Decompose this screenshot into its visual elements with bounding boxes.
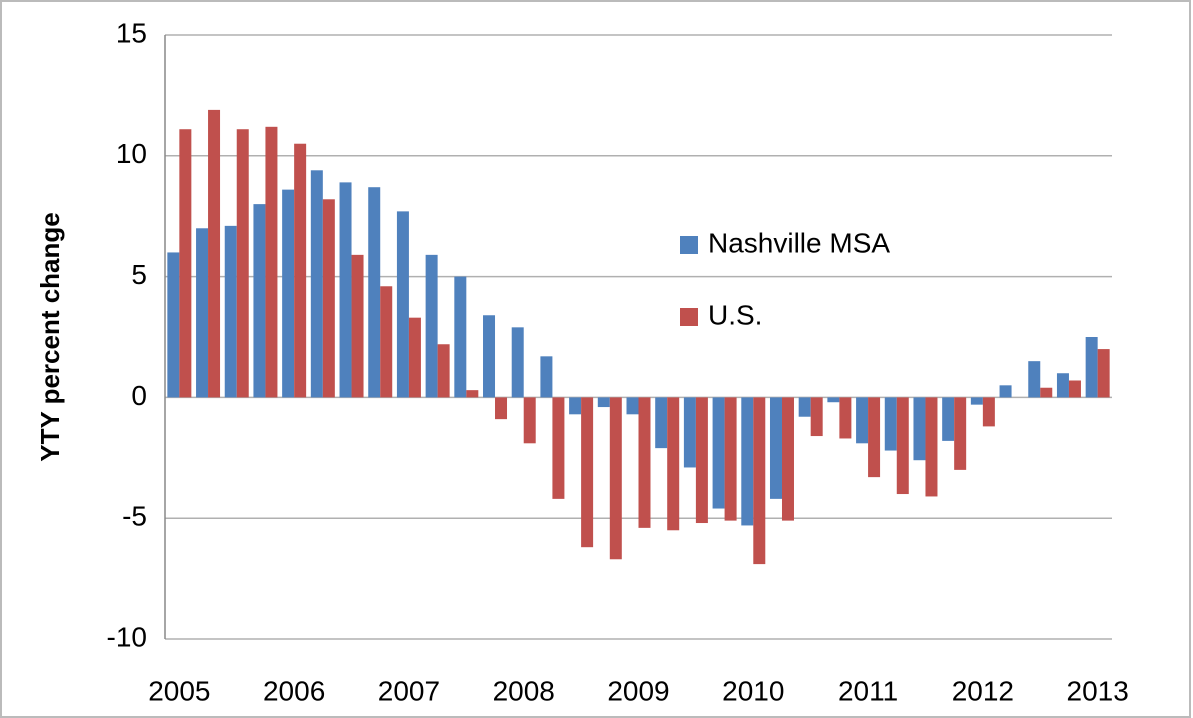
bar	[868, 397, 881, 478]
bar	[667, 397, 680, 531]
bar	[351, 254, 364, 398]
bar	[982, 397, 995, 427]
bar	[483, 315, 496, 398]
bar	[1085, 337, 1098, 398]
bar	[339, 182, 352, 398]
y-tick-label: -10	[107, 621, 147, 652]
bar	[769, 397, 782, 499]
bar	[1056, 373, 1069, 398]
bar	[810, 397, 823, 437]
bar	[781, 397, 794, 521]
bar	[569, 397, 582, 415]
bar	[896, 397, 909, 495]
x-tick-label: 2005	[148, 675, 210, 706]
bar	[1040, 387, 1053, 398]
bar	[884, 397, 897, 451]
bar	[638, 397, 651, 528]
bar	[495, 397, 508, 420]
bar	[454, 276, 467, 398]
bar	[466, 390, 479, 398]
bar	[179, 129, 192, 398]
x-tick-label: 2006	[263, 675, 325, 706]
bar	[408, 317, 421, 398]
x-tick-label: 2012	[952, 675, 1014, 706]
y-tick-label: -5	[122, 501, 147, 532]
bar	[839, 397, 852, 439]
x-tick-label: 2008	[493, 675, 555, 706]
x-tick-label: 2010	[722, 675, 784, 706]
bar	[437, 344, 450, 398]
bar	[253, 204, 266, 398]
bar	[540, 356, 553, 398]
bar	[925, 397, 938, 497]
bar	[1068, 380, 1081, 398]
bar	[236, 129, 249, 398]
bar	[798, 397, 811, 417]
bar	[609, 397, 622, 560]
bar	[581, 397, 594, 548]
x-tick-label: 2007	[378, 675, 440, 706]
bar	[523, 397, 536, 444]
bar	[1097, 349, 1110, 398]
bar	[597, 397, 610, 408]
legend-swatch	[680, 236, 698, 254]
bar	[511, 327, 524, 398]
bar	[224, 225, 237, 398]
bar	[294, 143, 307, 398]
y-tick-label: 5	[131, 259, 147, 290]
bar	[208, 109, 221, 398]
bar	[999, 385, 1012, 398]
bar	[167, 252, 180, 398]
bar	[626, 397, 639, 415]
bar	[380, 286, 393, 398]
x-tick-label: 2013	[1067, 675, 1129, 706]
y-tick-label: 15	[116, 17, 147, 48]
bar	[322, 199, 335, 398]
bar	[1028, 361, 1041, 398]
bar	[913, 397, 926, 461]
bar	[396, 211, 409, 398]
y-axis-title: YTY percent change	[35, 212, 65, 462]
bar	[265, 126, 278, 398]
bar	[827, 397, 840, 403]
bar	[368, 187, 381, 398]
bar	[954, 397, 967, 470]
y-tick-label: 10	[116, 138, 147, 169]
x-tick-label: 2009	[607, 675, 669, 706]
bar	[970, 397, 983, 405]
y-tick-label: 0	[131, 380, 147, 411]
bar	[655, 397, 668, 449]
bar	[741, 397, 754, 526]
bar	[196, 228, 209, 398]
bar	[695, 397, 708, 524]
legend-label: U.S.	[708, 299, 762, 330]
bar	[712, 397, 725, 509]
bar	[683, 397, 696, 468]
bar	[724, 397, 737, 521]
legend-swatch	[680, 308, 698, 326]
bar	[753, 397, 766, 565]
bar	[425, 254, 438, 398]
bar	[552, 397, 565, 499]
bar	[942, 397, 955, 441]
bar	[310, 170, 323, 398]
legend-label: Nashville MSA	[708, 227, 890, 258]
bar	[856, 397, 869, 444]
x-tick-label: 2011	[838, 675, 898, 706]
bar	[282, 189, 295, 398]
